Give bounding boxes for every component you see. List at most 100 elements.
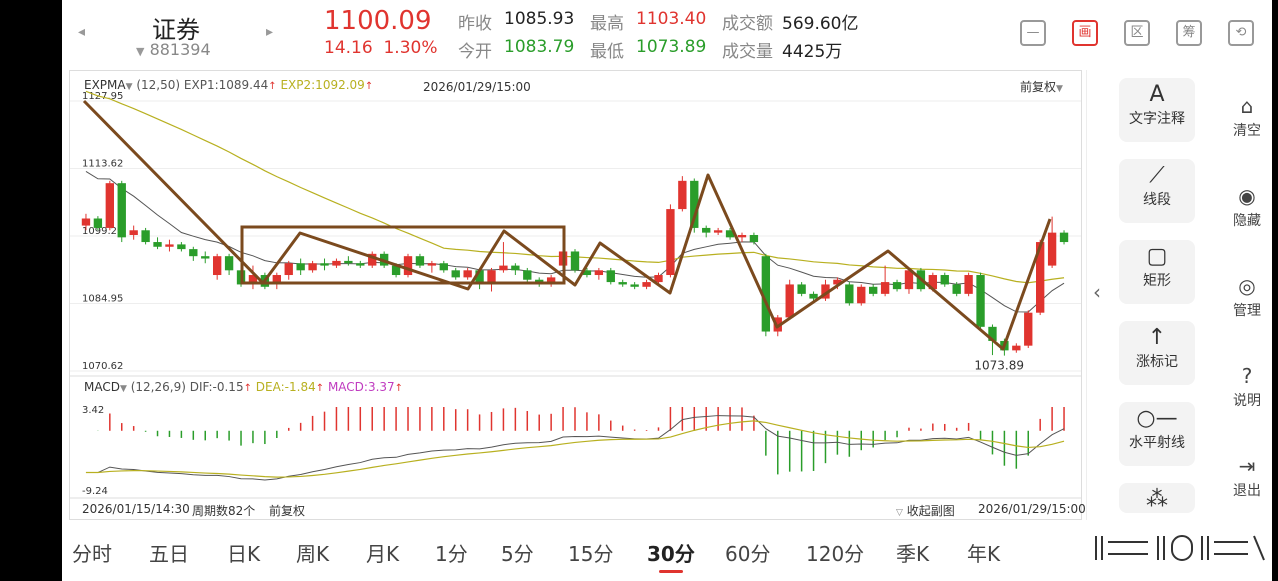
candle-body[interactable] — [463, 270, 472, 278]
candle-body[interactable] — [666, 209, 675, 276]
candle-body[interactable] — [511, 265, 520, 271]
candle-body[interactable] — [904, 270, 914, 290]
candle-body[interactable] — [427, 263, 437, 266]
candle-body[interactable] — [976, 275, 985, 327]
tool-button-horizontal-ray[interactable]: ○— 水平射线 — [1119, 402, 1195, 466]
period-tab[interactable]: 月K — [366, 542, 400, 566]
candle-body[interactable] — [356, 263, 365, 266]
period-tab[interactable]: 120分 — [806, 542, 865, 566]
candle-body[interactable] — [248, 275, 258, 285]
candle-body[interactable] — [105, 183, 114, 228]
candle-body[interactable] — [964, 275, 973, 294]
candle-body[interactable] — [332, 260, 341, 266]
candle-body[interactable] — [749, 234, 759, 243]
candle-body[interactable] — [415, 256, 425, 266]
candle-body[interactable] — [439, 263, 448, 271]
candle-body[interactable] — [81, 218, 91, 226]
candle-body[interactable] — [308, 263, 317, 271]
candle-body[interactable] — [570, 251, 580, 271]
draw-icon[interactable]: 画 — [1072, 20, 1098, 46]
candle-body[interactable] — [809, 293, 818, 299]
candle-body[interactable] — [451, 270, 460, 278]
candle-body[interactable] — [606, 270, 615, 283]
candle-body[interactable] — [845, 284, 854, 304]
period-tab[interactable]: 60分 — [725, 542, 771, 566]
candle-body[interactable] — [690, 180, 699, 228]
candle-body[interactable] — [797, 284, 806, 294]
chip-icon[interactable]: 筹 — [1176, 20, 1202, 46]
region-icon[interactable]: 区 — [1124, 20, 1150, 46]
candle-body[interactable] — [1012, 345, 1021, 351]
candle-body[interactable] — [165, 244, 174, 247]
adjust-dropdown[interactable]: 前复权▼ — [1020, 78, 1063, 95]
period-tab[interactable]: 30分 — [647, 542, 695, 566]
side-action-clear[interactable]: ⌂ 清空 — [1225, 92, 1269, 140]
candle-body[interactable] — [153, 242, 162, 247]
period-tab[interactable]: 1分 — [435, 542, 468, 566]
candle-body[interactable] — [713, 230, 723, 233]
candle-body[interactable] — [857, 286, 866, 304]
period-tab[interactable]: 五日 — [149, 542, 189, 566]
candle-body[interactable] — [224, 256, 234, 271]
candle-body[interactable] — [284, 263, 293, 276]
period-tab[interactable]: 5分 — [501, 542, 534, 566]
candle-body[interactable] — [785, 284, 794, 318]
candle-body[interactable] — [93, 218, 103, 228]
candle-body[interactable] — [1024, 312, 1033, 346]
candle-body[interactable] — [1036, 242, 1045, 313]
drawn-trend-line[interactable] — [82, 99, 1052, 351]
side-action-exit[interactable]: ⇥ 退出 — [1225, 452, 1269, 500]
sub-indicator-dropdown-icon[interactable]: ▼ — [119, 384, 127, 394]
candle-body[interactable] — [761, 256, 771, 332]
candle-body[interactable] — [702, 227, 711, 233]
tool-button-rise-mark[interactable]: ↑ 涨标记 — [1119, 321, 1195, 385]
collapse-subchart-button[interactable]: ▽ 收起副图 — [896, 502, 955, 519]
candle-body[interactable] — [117, 183, 126, 238]
candle-body[interactable] — [928, 275, 938, 290]
candle-body[interactable] — [988, 326, 997, 341]
candle-body[interactable] — [296, 263, 305, 271]
candle-body[interactable] — [141, 230, 150, 243]
candle-body[interactable] — [594, 270, 604, 276]
sub-indicator-name[interactable]: MACD — [84, 380, 120, 394]
candle-body[interactable] — [869, 286, 878, 294]
candle-body[interactable] — [642, 282, 651, 287]
more-settings-icon[interactable] — [1088, 528, 1268, 568]
candle-body[interactable] — [272, 275, 281, 285]
candle-body[interactable] — [725, 230, 735, 238]
candle-body[interactable] — [546, 277, 556, 285]
candle-body[interactable] — [129, 230, 138, 235]
side-action-manage[interactable]: ◎ 管理 — [1225, 272, 1269, 320]
chart-area[interactable]: 1127.95 1113.62 1099.29 1084.95 1070.62 1073.… — [69, 70, 1086, 520]
candle-body[interactable] — [654, 275, 663, 283]
period-tab[interactable]: 年K — [967, 542, 1001, 566]
candle-body[interactable] — [940, 275, 949, 285]
candle-body[interactable] — [475, 270, 484, 285]
period-tab[interactable]: 日K — [227, 542, 261, 566]
tool-button-rectangle[interactable]: ▢ 矩形 — [1119, 240, 1195, 304]
stock-code[interactable]: ▼ 881394 — [136, 40, 211, 59]
period-tab[interactable]: 季K — [896, 542, 930, 566]
candle-body[interactable] — [177, 244, 186, 250]
candle-body[interactable] — [499, 265, 508, 271]
candle-body[interactable] — [880, 282, 890, 294]
side-action-help[interactable]: ? 说明 — [1225, 362, 1269, 410]
candle-body[interactable] — [201, 256, 210, 259]
candle-body[interactable] — [523, 270, 532, 280]
tool-button-text-annotation[interactable]: A 文字注释 — [1119, 78, 1195, 142]
minus-box-icon[interactable]: — — [1020, 20, 1046, 46]
candle-body[interactable] — [892, 282, 902, 290]
candle-body[interactable] — [582, 270, 592, 276]
candle-body[interactable] — [821, 284, 830, 299]
collapse-panel-chevron-icon[interactable]: ‹ — [1093, 280, 1101, 304]
candle-body[interactable] — [833, 279, 842, 285]
candle-body[interactable] — [189, 249, 198, 257]
candle-body[interactable] — [618, 282, 627, 285]
indicator-dropdown-icon[interactable]: ▼ — [125, 82, 133, 92]
tool-button-pattern[interactable]: ⁂ — [1119, 483, 1195, 513]
candle-body[interactable] — [737, 234, 747, 238]
candle-body[interactable] — [344, 260, 353, 264]
candle-body[interactable] — [368, 253, 377, 266]
candle-body[interactable] — [1059, 232, 1069, 243]
